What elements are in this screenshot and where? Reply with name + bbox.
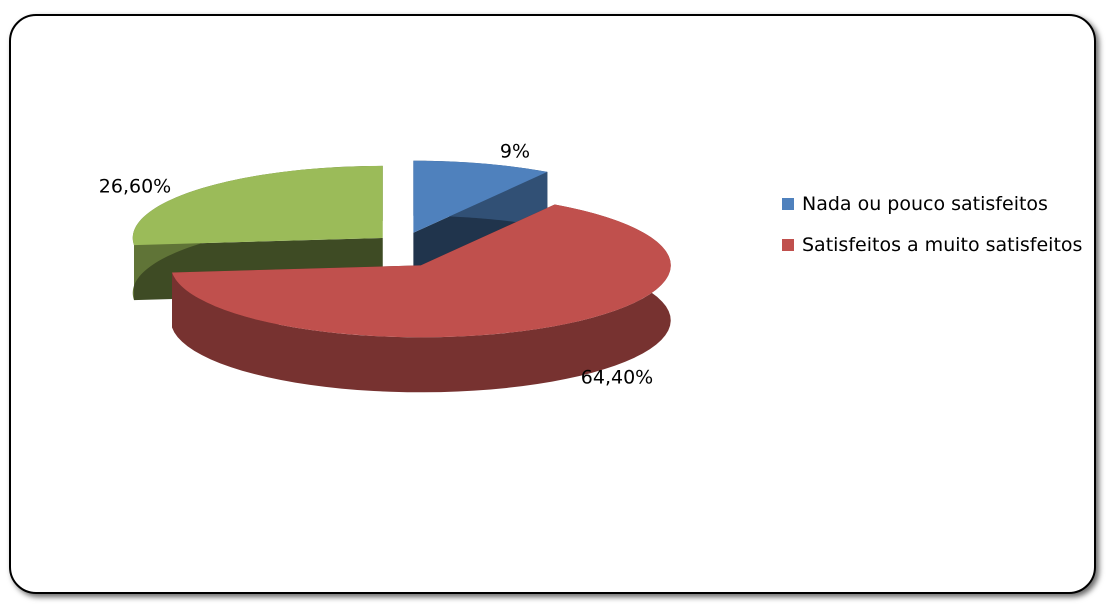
pie-slice [132,165,383,246]
data-label: 26,60% [99,176,171,198]
slice-group [172,204,671,393]
data-label: 64,40% [581,367,653,389]
legend-swatch [782,239,794,251]
legend-entry: Satisfeitos a muito satisfeitos [782,231,1092,259]
pie-slice [413,160,548,233]
slice-side [172,204,671,393]
legend-label: Satisfeitos a muito satisfeitos [802,234,1083,256]
legend-swatch [782,198,794,210]
legend-entry: Nada ou pouco satisfeitos [782,190,1092,218]
legend: Nada ou pouco satisfeitos Satisfeitos a m… [782,190,1092,272]
data-label: 9% [500,141,530,163]
pie-slice [172,204,671,338]
legend-label: Nada ou pouco satisfeitos [802,193,1048,215]
